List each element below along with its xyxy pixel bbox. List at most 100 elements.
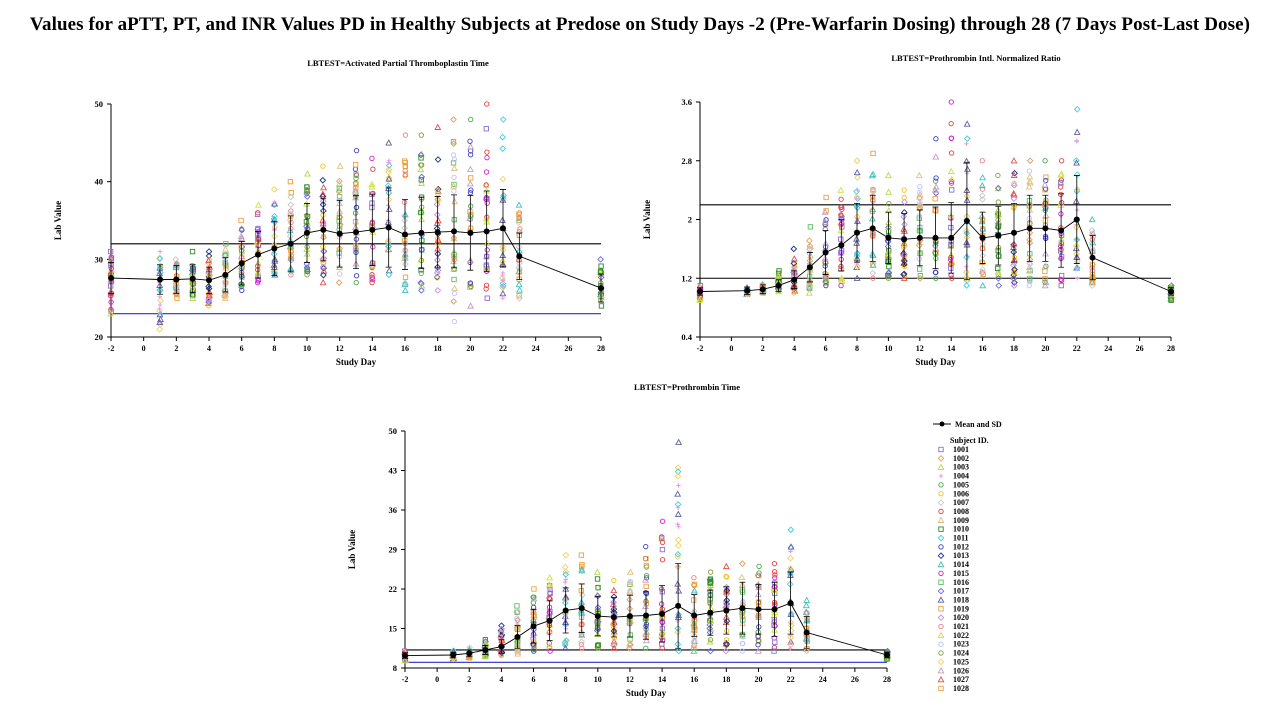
- subject-point: [319, 176, 327, 184]
- subject-point: [483, 182, 489, 188]
- subject-point: [643, 562, 649, 569]
- subject-point: [674, 580, 682, 587]
- subject-point: [402, 260, 409, 268]
- subject-point: [450, 139, 457, 145]
- subject-point: [674, 501, 682, 508]
- mean-point: [854, 229, 860, 236]
- subject-point: [838, 282, 844, 289]
- subject-point: [385, 139, 393, 146]
- legend-marker: [938, 482, 944, 488]
- subject-point: [516, 211, 522, 217]
- subject-point: [598, 303, 605, 309]
- subject-point: [1073, 171, 1081, 178]
- y-tick-label: 40: [95, 177, 104, 187]
- mean-point: [791, 276, 798, 283]
- subject-point: [933, 275, 939, 281]
- subject-point: [869, 261, 877, 268]
- subject-point: [691, 645, 697, 651]
- subject-point: [994, 268, 1002, 275]
- subject-point: [401, 286, 409, 294]
- subject-point: [516, 286, 524, 293]
- subject-point: [483, 196, 489, 203]
- subject-point: [303, 223, 310, 230]
- subject-point: [189, 288, 195, 294]
- subject-point: [450, 152, 457, 158]
- subject-point: [1090, 234, 1096, 240]
- subject-point: [385, 166, 393, 173]
- subject-point: [156, 255, 164, 263]
- x-tick-label: 8: [564, 675, 568, 684]
- subject-point: [963, 282, 971, 289]
- x-tick-label: -2: [697, 344, 704, 353]
- subject-point: [979, 196, 986, 203]
- subject-point: [221, 292, 229, 300]
- subject-point: [402, 173, 408, 179]
- subject-point: [853, 274, 861, 281]
- mean-point: [320, 226, 327, 233]
- subject-point: [418, 132, 424, 138]
- mean-point: [806, 264, 813, 271]
- subject-point: [255, 236, 262, 242]
- subject-point: [837, 226, 845, 234]
- mean-point: [222, 271, 229, 278]
- subject-point: [884, 250, 892, 257]
- subject-point: [386, 158, 392, 163]
- subject-point: [610, 586, 618, 594]
- subject-point: [484, 149, 490, 155]
- y-tick-label: 29: [389, 545, 398, 555]
- subject-point: [676, 483, 681, 488]
- subject-point: [562, 580, 568, 585]
- subject-point: [287, 201, 295, 209]
- page-title: Values for aPTT, PT, and INR Values PD i…: [29, 14, 1251, 35]
- subject-point: [739, 648, 745, 654]
- subject-point: [352, 162, 359, 168]
- mean-point: [932, 234, 939, 241]
- subject-point: [932, 196, 938, 202]
- mean-point: [759, 286, 766, 293]
- subject-point: [674, 628, 682, 636]
- mean-point: [451, 228, 457, 235]
- mean-point: [206, 277, 212, 284]
- subject-point: [450, 160, 457, 166]
- subject-point: [626, 588, 634, 595]
- legend-subject-label: 1028: [953, 684, 969, 693]
- subject-point: [272, 199, 277, 205]
- subject-point: [593, 568, 601, 575]
- subject-point: [352, 223, 359, 230]
- inr-chart: LBTEST=Prothrombin Intl. Normalized Rati…: [642, 53, 1175, 367]
- subject-point: [468, 187, 474, 193]
- x-tick-label: 26: [851, 675, 859, 684]
- subject-point: [451, 284, 458, 291]
- subject-point: [320, 163, 326, 169]
- mean-point: [466, 650, 473, 657]
- subject-point: [271, 270, 278, 277]
- subject-point: [304, 170, 311, 177]
- subject-point: [675, 536, 682, 544]
- legend-subject-label: 1022: [953, 631, 969, 640]
- subject-point: [787, 610, 795, 618]
- subject-point: [417, 151, 425, 159]
- subject-point: [755, 642, 761, 648]
- subject-point: [384, 237, 392, 245]
- legend-subject-label: 1025: [953, 657, 969, 666]
- mean-point: [530, 623, 537, 630]
- mean-point: [744, 287, 751, 294]
- subject-point: [466, 214, 474, 222]
- subject-point: [807, 224, 814, 230]
- mean-point: [869, 225, 876, 232]
- subject-point: [1011, 270, 1017, 276]
- mean-point: [691, 612, 698, 619]
- subject-point: [1073, 242, 1080, 250]
- legend-subject-label: 1006: [953, 489, 969, 498]
- legend-subject-label: 1013: [953, 551, 969, 560]
- subject-point: [674, 490, 682, 497]
- mean-point: [189, 275, 196, 282]
- legend-subject-label: 1020: [953, 613, 969, 622]
- subject-point: [948, 135, 955, 141]
- subject-point: [483, 126, 489, 132]
- subject-point: [1075, 276, 1080, 281]
- subject-point: [902, 242, 908, 249]
- subject-point: [642, 576, 650, 583]
- subject-point: [353, 175, 359, 182]
- subject-point: [205, 256, 212, 264]
